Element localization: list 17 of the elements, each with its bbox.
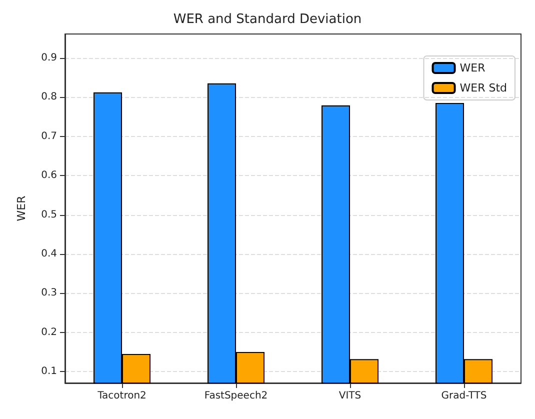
x-tick-label: FastSpeech2	[204, 390, 268, 402]
y-tick-label: 0.5	[41, 209, 57, 220]
y-tick-label: 0.3	[41, 288, 57, 299]
legend-label: WER	[460, 62, 486, 74]
chart-title: WER and Standard Deviation	[173, 12, 362, 27]
y-tick-label: 0.1	[41, 366, 57, 378]
x-tick-label: VITS	[338, 390, 362, 402]
y-tick-label: 0.6	[41, 170, 57, 182]
y-tick-label: 0.2	[41, 326, 57, 338]
y-axis-title: WER	[15, 195, 28, 222]
y-tick-label: 0.7	[41, 130, 57, 142]
y-tick-label: 0.4	[41, 248, 57, 260]
y-tick-label: 0.8	[41, 92, 57, 103]
x-tick-label: Grad-TTS	[441, 390, 487, 402]
legend-label: WER Std	[460, 82, 508, 94]
x-tick-label: Tacotron2	[96, 390, 146, 402]
y-tick-label: 0.9	[41, 52, 57, 64]
